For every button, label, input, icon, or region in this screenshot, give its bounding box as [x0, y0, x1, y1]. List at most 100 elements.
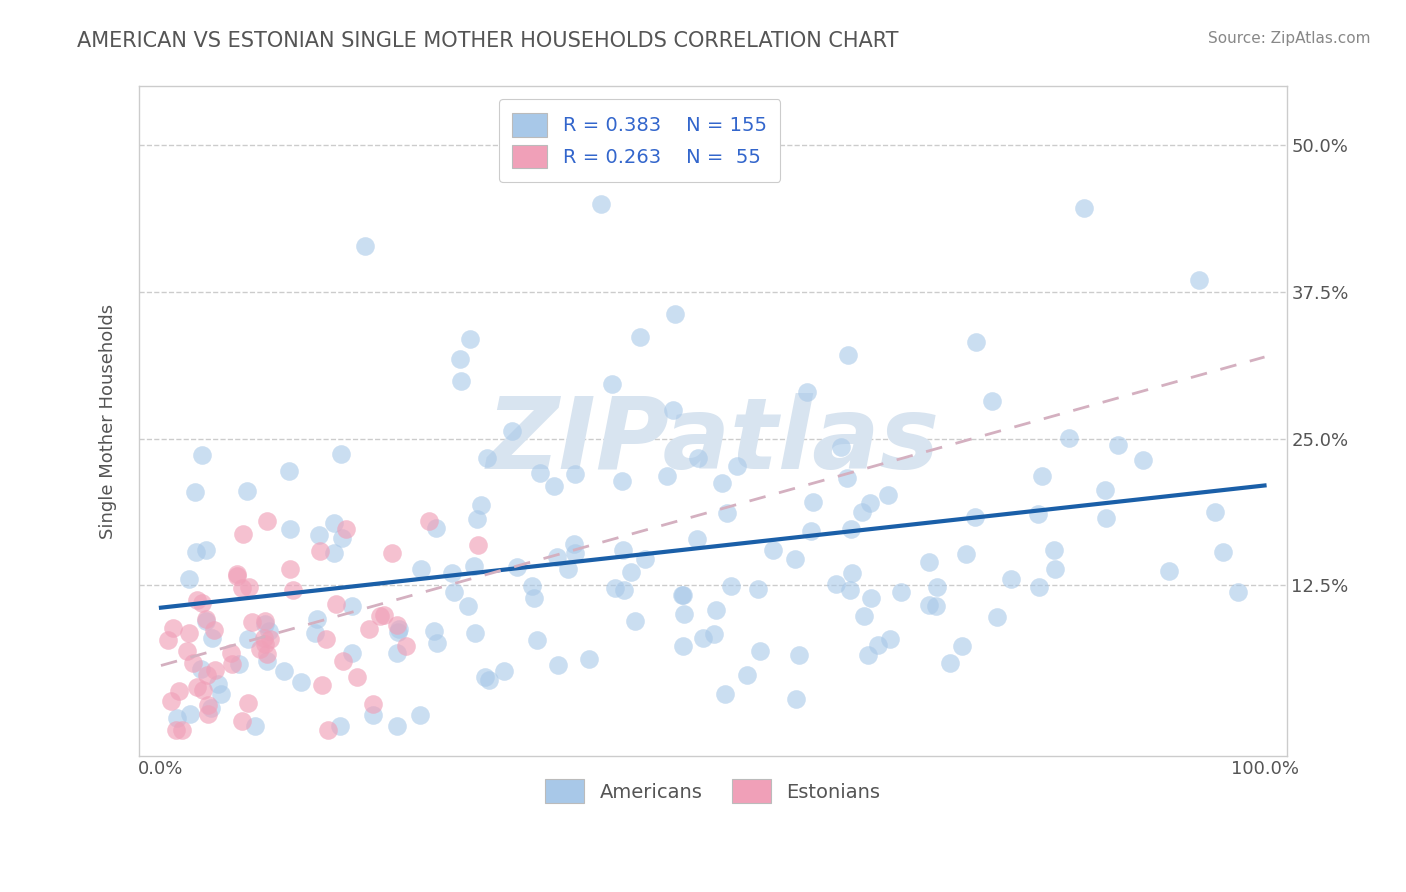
- Point: [353, 238, 375, 252]
- Point: [190, 662, 212, 676]
- Point: [191, 682, 214, 697]
- Point: [564, 546, 586, 560]
- Point: [195, 543, 218, 558]
- Point: [231, 581, 253, 595]
- Point: [858, 648, 880, 663]
- Point: [450, 374, 472, 388]
- Point: [686, 532, 709, 546]
- Point: [589, 197, 612, 211]
- Point: [564, 537, 586, 551]
- Point: [671, 588, 693, 602]
- Point: [605, 581, 627, 595]
- Point: [938, 656, 960, 670]
- Point: [172, 723, 194, 737]
- Point: [259, 632, 281, 647]
- Point: [628, 329, 651, 343]
- Point: [221, 657, 243, 671]
- Text: AMERICAN VS ESTONIAN SINGLE MOTHER HOUSEHOLDS CORRELATION CHART: AMERICAN VS ESTONIAN SINGLE MOTHER HOUSE…: [77, 31, 898, 51]
- Point: [692, 631, 714, 645]
- Point: [253, 616, 276, 631]
- Point: [254, 637, 277, 651]
- Point: [256, 514, 278, 528]
- Point: [238, 580, 260, 594]
- Point: [655, 469, 678, 483]
- Point: [467, 538, 489, 552]
- Point: [704, 603, 727, 617]
- Point: [547, 658, 569, 673]
- Point: [501, 424, 523, 438]
- Point: [1187, 273, 1209, 287]
- Point: [924, 599, 946, 613]
- Point: [965, 334, 987, 349]
- Point: [634, 551, 657, 566]
- Point: [671, 639, 693, 653]
- Point: [918, 555, 941, 569]
- Point: [785, 551, 807, 566]
- Point: [725, 459, 748, 474]
- Point: [357, 623, 380, 637]
- Point: [918, 598, 941, 612]
- Point: [335, 522, 357, 536]
- Point: [478, 673, 501, 687]
- Point: [194, 614, 217, 628]
- Point: [876, 488, 898, 502]
- Point: [202, 623, 225, 637]
- Point: [557, 561, 579, 575]
- Point: [425, 521, 447, 535]
- Point: [340, 646, 363, 660]
- Point: [304, 625, 326, 640]
- Point: [859, 495, 882, 509]
- Point: [711, 476, 734, 491]
- Point: [785, 692, 807, 706]
- Point: [1073, 201, 1095, 215]
- Point: [787, 648, 810, 662]
- Point: [801, 495, 824, 509]
- Point: [191, 449, 214, 463]
- Point: [440, 566, 463, 581]
- Point: [219, 646, 242, 660]
- Point: [166, 711, 188, 725]
- Point: [409, 707, 432, 722]
- Point: [207, 676, 229, 690]
- Point: [179, 625, 201, 640]
- Point: [612, 474, 634, 488]
- Point: [240, 615, 263, 629]
- Point: [315, 632, 337, 646]
- Point: [1107, 438, 1129, 452]
- Point: [281, 582, 304, 597]
- Point: [546, 549, 568, 564]
- Point: [186, 592, 208, 607]
- Point: [662, 403, 685, 417]
- Point: [411, 562, 433, 576]
- Point: [1226, 584, 1249, 599]
- Point: [197, 706, 219, 721]
- Point: [423, 624, 446, 638]
- Point: [756, 151, 779, 165]
- Point: [494, 664, 516, 678]
- Point: [340, 599, 363, 614]
- Point: [323, 546, 346, 560]
- Point: [980, 393, 1002, 408]
- Text: ZIPatlas: ZIPatlas: [486, 392, 939, 490]
- Point: [257, 624, 280, 638]
- Point: [464, 626, 486, 640]
- Point: [209, 687, 232, 701]
- Point: [825, 577, 848, 591]
- Point: [578, 651, 600, 665]
- Point: [851, 505, 873, 519]
- Point: [236, 632, 259, 647]
- Point: [703, 627, 725, 641]
- Point: [387, 646, 409, 660]
- Point: [160, 694, 183, 708]
- Point: [868, 638, 890, 652]
- Point: [475, 450, 498, 465]
- Point: [529, 467, 551, 481]
- Point: [181, 656, 204, 670]
- Point: [853, 609, 876, 624]
- Point: [426, 636, 449, 650]
- Point: [332, 654, 354, 668]
- Point: [346, 670, 368, 684]
- Point: [748, 644, 770, 658]
- Point: [950, 639, 973, 653]
- Point: [395, 640, 418, 654]
